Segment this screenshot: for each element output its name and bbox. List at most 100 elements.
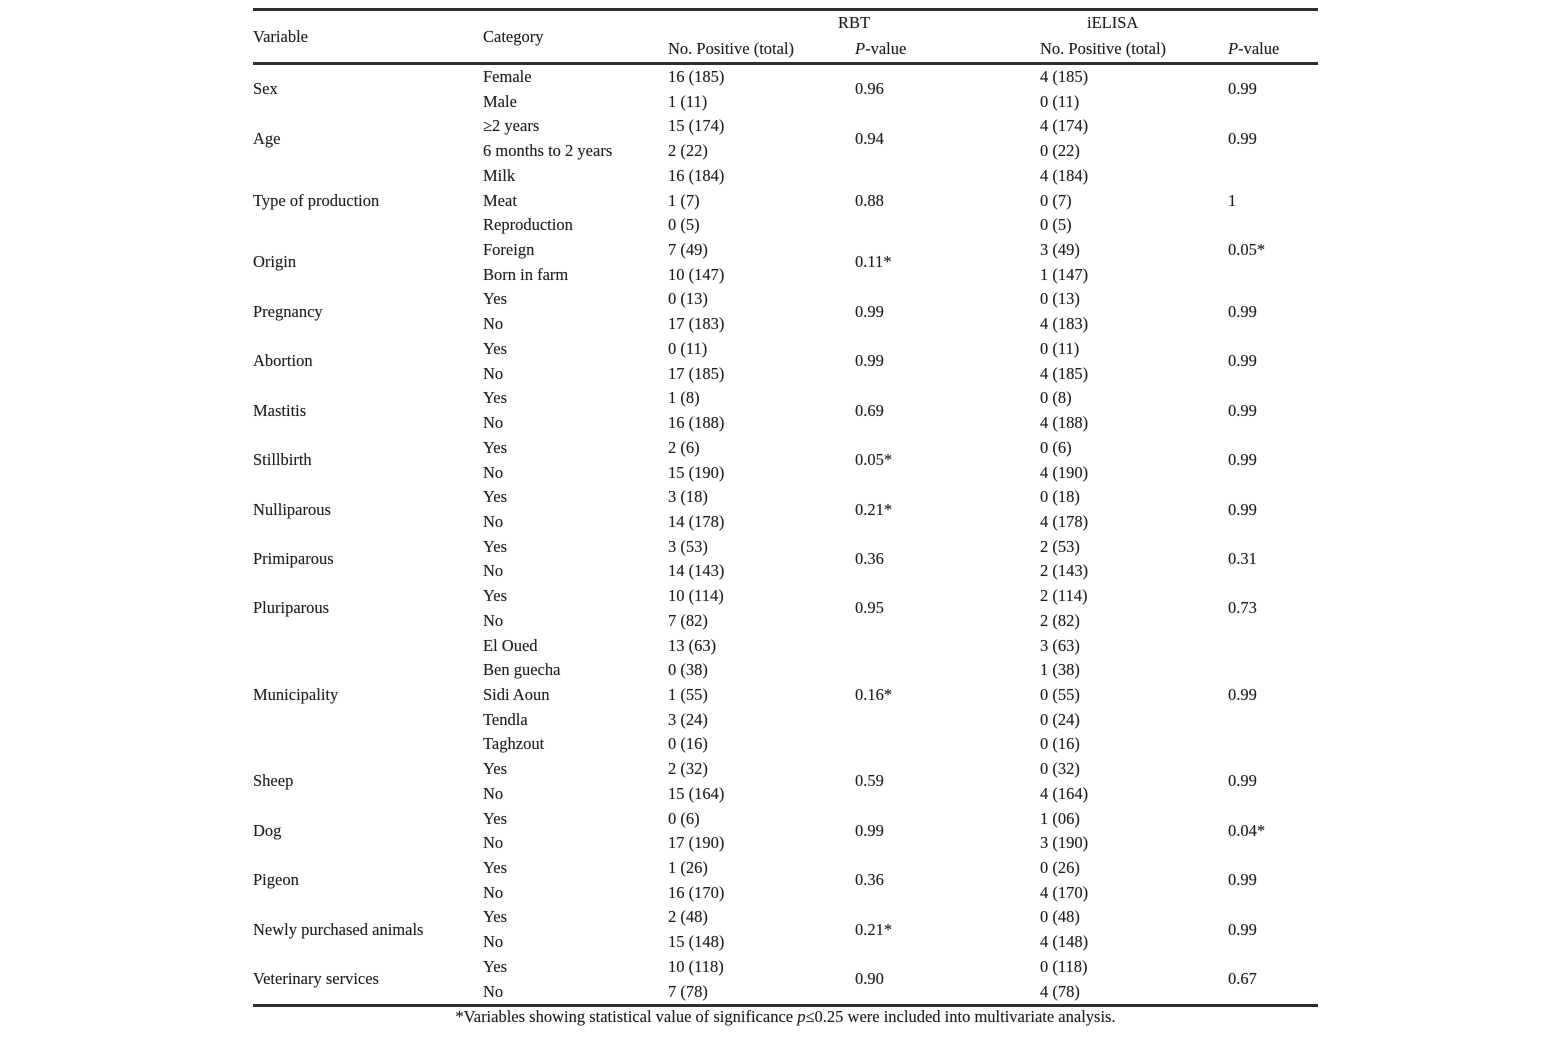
univariate-analysis-table-wrap: Variable Category RBT iELISA No. Positiv… (253, 8, 1318, 1008)
rbt-positive-cell: 1 (7) (668, 190, 700, 210)
rbt-positive-cell: 15 (148) (668, 932, 725, 952)
table-row: No 7 (82) 2 (82) (253, 609, 1318, 634)
ielisa-positive-cell: 0 (118) (1040, 956, 1088, 976)
table-footnote: *Variables showing statistical value of … (253, 1007, 1318, 1027)
category-cell: Reproduction (483, 215, 573, 235)
category-cell: Yes (483, 808, 508, 828)
ielisa-positive-cell: 2 (82) (1040, 610, 1080, 630)
category-cell: Female (483, 67, 532, 86)
rbt-positive-cell: 16 (188) (668, 413, 725, 433)
rbt-pvalue-cell: 0.90 (855, 969, 884, 989)
ielisa-positive-cell: 4 (174) (1040, 116, 1089, 136)
table-row: No 16 (188) 4 (188) (253, 411, 1318, 436)
ielisa-pvalue-cell: 0.99 (1228, 499, 1257, 519)
rbt-positive-cell: 2 (32) (668, 759, 708, 779)
category-cell: Born in farm (483, 264, 569, 284)
ielisa-positive-cell: 4 (188) (1040, 413, 1089, 433)
rbt-positive-cell: 16 (184) (668, 165, 725, 185)
category-cell: No (483, 511, 504, 531)
table-row: Mastitis Yes 1 (8) 0.69 0 (8) 0.99 (253, 386, 1318, 419)
rbt-positive-cell: 1 (8) (668, 388, 700, 408)
category-cell: No (483, 314, 504, 334)
category-cell: Tendla (483, 709, 528, 729)
variable-cell: Origin (253, 252, 297, 272)
category-cell: No (483, 363, 504, 383)
category-cell: Yes (483, 956, 508, 976)
ielisa-pvalue-cell: 0.99 (1228, 919, 1257, 939)
rbt-positive-cell: 15 (164) (668, 783, 725, 803)
category-cell: Yes (483, 907, 508, 927)
rbt-pvalue-cell: 0.99 (855, 301, 884, 321)
category-cell: No (483, 413, 504, 433)
variable-cell: Newly purchased animals (253, 919, 424, 939)
table-row: No 17 (183) 4 (183) (253, 312, 1318, 337)
table-row: No 16 (170) 4 (170) (253, 881, 1318, 906)
column-header-rbt-pvalue: P-value (855, 35, 1040, 65)
ielisa-positive-cell: 1 (38) (1040, 660, 1080, 680)
group-header-ielisa: iELISA (1087, 13, 1139, 33)
ielisa-pvalue-cell: 0.67 (1228, 969, 1257, 989)
table-row: Origin Foreign 7 (49) 0.11* 3 (49) 0.05* (253, 238, 1318, 271)
rbt-pvalue-cell: 0.59 (855, 771, 884, 791)
ielisa-positive-cell: 4 (164) (1040, 783, 1089, 803)
footnote-prefix: *Variables showing statistical value of … (455, 1007, 798, 1026)
rbt-pvalue-cell: 0.11* (855, 252, 892, 272)
column-header-variable: Variable (253, 9, 483, 65)
rbt-pvalue-cell: 0.36 (855, 870, 884, 890)
rbt-pvalue-cell: 0.21* (855, 499, 893, 519)
ielisa-pvalue-cell: 0.99 (1228, 79, 1257, 99)
table-row: Municipality El Oued 13 (63) 0.16* 3 (63) 0.9… (253, 634, 1318, 704)
ielisa-positive-cell: 3 (49) (1040, 240, 1080, 260)
table-row: Meat 1 (7) 0 (7) (253, 189, 1318, 214)
category-cell: Foreign (483, 240, 535, 260)
pvalue-rest: -value (865, 38, 907, 58)
ielisa-pvalue-cell: 0.04* (1228, 820, 1266, 840)
table-row: Newly purchased animals Yes 2 (48) 0.21* 0 (… (253, 905, 1318, 938)
rbt-positive-cell: 17 (183) (668, 314, 725, 334)
table-row: No 15 (164) 4 (164) (253, 782, 1318, 807)
ielisa-positive-cell: 0 (48) (1040, 907, 1080, 927)
table-header: Variable Category RBT iELISA No. Positiv… (253, 9, 1318, 65)
ielisa-positive-cell: 0 (11) (1040, 91, 1080, 111)
rbt-pvalue-cell: 0.69 (855, 400, 884, 420)
ielisa-positive-cell: 0 (8) (1040, 388, 1072, 408)
ielisa-positive-cell: 0 (7) (1040, 190, 1072, 210)
ielisa-pvalue-cell: 0.99 (1228, 684, 1257, 704)
rbt-positive-cell: 17 (185) (668, 363, 725, 383)
category-cell: Yes (483, 289, 508, 309)
ielisa-positive-cell: 2 (143) (1040, 561, 1089, 581)
rbt-positive-cell: 3 (18) (668, 487, 708, 507)
category-cell: Male (483, 91, 517, 111)
table-body: Sex Female 16 (185) 0.96 4 (185) 0.99 Male 1 (1… (253, 64, 1318, 1006)
header-group-row: Variable Category RBT iELISA (253, 9, 1318, 65)
rbt-positive-cell: 0 (6) (668, 808, 700, 828)
rbt-positive-cell: 7 (49) (668, 240, 708, 260)
variable-cell: Sheep (253, 771, 294, 791)
variable-cell: Veterinary services (253, 969, 379, 989)
pvalue-p: P (855, 38, 866, 58)
ielisa-pvalue-cell: 0.31 (1228, 549, 1257, 569)
variable-cell: Sex (253, 79, 278, 99)
table-row: Ben guecha 0 (38) 1 (38) (253, 658, 1318, 683)
rbt-positive-cell: 3 (53) (668, 536, 708, 556)
rbt-positive-cell: 13 (63) (668, 635, 717, 655)
category-cell: Ben guecha (483, 660, 561, 680)
column-header-rbt-positive: No. Positive (total) (668, 35, 855, 65)
rbt-pvalue-cell: 0.05* (855, 450, 893, 470)
pvalue-p: P (1228, 38, 1239, 58)
ielisa-positive-cell: 4 (78) (1040, 981, 1080, 1001)
column-header-category: Category (483, 9, 668, 65)
table-row: No 7 (78) 4 (78) (253, 980, 1318, 1006)
category-cell: Yes (483, 437, 508, 457)
variable-cell: Dog (253, 820, 282, 840)
table-row: Veterinary services Yes 10 (118) 0.90 0 (118… (253, 955, 1318, 988)
table-row: Pigeon Yes 1 (26) 0.36 0 (26) 0.99 (253, 856, 1318, 889)
group-header-rbt: RBT (837, 13, 871, 33)
category-cell: Yes (483, 759, 508, 779)
variable-cell: Municipality (253, 684, 339, 704)
variable-cell: Pluriparous (253, 598, 330, 618)
ielisa-pvalue-cell: 0.99 (1228, 301, 1257, 321)
ielisa-positive-cell: 0 (26) (1040, 858, 1080, 877)
rbt-positive-cell: 16 (170) (668, 882, 725, 902)
ielisa-pvalue-cell: 0.99 (1228, 128, 1257, 148)
